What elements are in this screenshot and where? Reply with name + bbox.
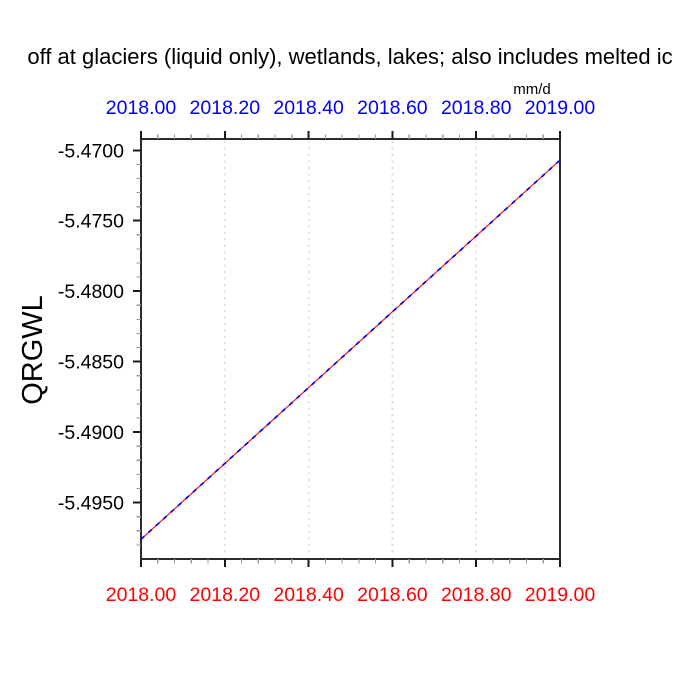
bottom-axis-tick-label: 2019.00 <box>525 584 596 606</box>
bottom-axis-tick-label: 2018.20 <box>190 584 261 606</box>
chart-title: off at glaciers (liquid only), wetlands,… <box>27 44 673 69</box>
top-axis-tick-label: 2018.00 <box>106 97 177 119</box>
bottom-axis-tick-label: 2018.00 <box>106 584 177 606</box>
top-axis-tick-label: 2018.40 <box>273 97 344 119</box>
plot-frame <box>140 138 561 560</box>
units-label: mm/d <box>513 81 551 98</box>
y-axis-tick-label: -5.4950 <box>58 493 124 515</box>
top-axis-tick-label: 2018.20 <box>190 97 261 119</box>
y-axis-tick-label: -5.4750 <box>58 211 124 233</box>
top-axis-tick-label: 2018.60 <box>357 97 428 119</box>
bottom-axis-tick-label: 2018.40 <box>273 584 344 606</box>
bottom-axis-tick-label: 2018.80 <box>441 584 512 606</box>
series-line-qrgwl-blue-dashed <box>140 159 561 540</box>
top-axis-tick-label: 2018.80 <box>441 97 512 119</box>
bottom-axis-tick-label: 2018.60 <box>357 584 428 606</box>
y-axis-tick-label: -5.4850 <box>58 352 124 374</box>
y-axis-tick-label: -5.4700 <box>58 140 124 162</box>
top-axis-tick-label: 2019.00 <box>525 97 596 119</box>
y-axis-tick-label: -5.4900 <box>58 422 124 444</box>
y-axis-tick-label: -5.4800 <box>58 281 124 303</box>
